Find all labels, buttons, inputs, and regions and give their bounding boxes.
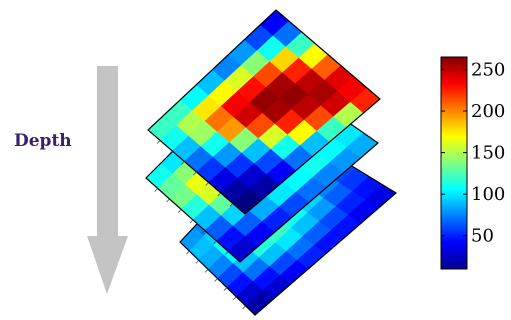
layer-tick: [224, 251, 229, 255]
layer-tick: [217, 192, 222, 197]
colorbar-tick-label: 250: [471, 59, 505, 80]
colorbar-tick-label: 150: [471, 143, 505, 164]
layer-tick: [201, 230, 206, 234]
top-layer-heatmap: [147, 9, 381, 215]
layer-tick: [229, 203, 234, 207]
layer-tick: [214, 278, 218, 282]
layer-tick: [186, 250, 190, 255]
colorbar-tick-label: 50: [471, 226, 494, 247]
layer-tick: [213, 240, 217, 245]
layer-tick: [205, 182, 209, 186]
colorbar-ticks: 250 200 150 100 50: [441, 59, 505, 247]
depth-label: Depth: [14, 131, 72, 151]
layer-tick: [154, 188, 159, 192]
layer-tick: [168, 150, 173, 155]
layer-tick: [181, 161, 185, 165]
layer-tick: [189, 219, 194, 224]
layer-frame: [147, 9, 381, 215]
layer-tick: [193, 171, 197, 176]
layer-tick: [204, 269, 209, 273]
layer-tick: [223, 287, 228, 291]
layer-tick: [166, 198, 170, 203]
depth-arrow: [87, 66, 128, 294]
layer-tick: [177, 209, 182, 213]
colorbar: [440, 56, 468, 270]
layer-tick: [242, 305, 246, 310]
layer-tick: [195, 259, 200, 264]
layer-tick: [156, 140, 161, 144]
layer-tick: [232, 296, 237, 301]
colorbar-tick-label: 200: [471, 101, 505, 122]
colorbar-tick-label: 100: [471, 184, 505, 205]
